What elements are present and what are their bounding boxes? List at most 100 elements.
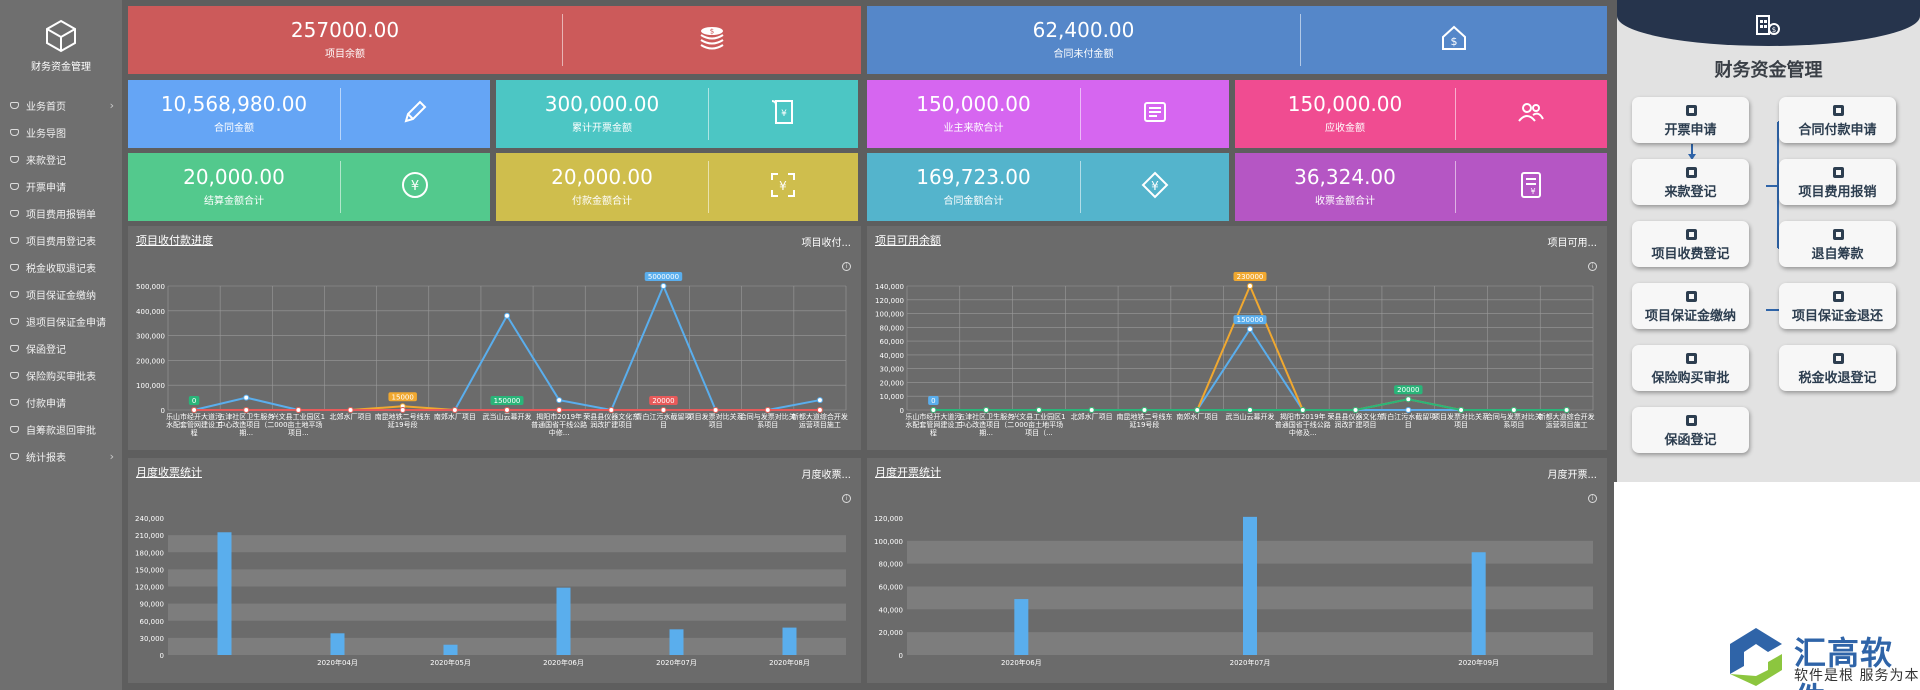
flow-node-button[interactable]: 合同付款申请 [1779,97,1896,143]
panel-more[interactable]: 月度开票... [1547,470,1597,481]
data-point[interactable] [347,407,354,413]
flow-node-label: 开票申请 [1664,123,1717,138]
kpi-card[interactable]: 20,000.00 结算金额合计 ¥ [128,153,490,221]
data-point[interactable] [1510,407,1517,413]
data-point[interactable] [1247,407,1253,413]
flow-node-button[interactable]: 项目费用报销 [1779,159,1896,205]
data-point[interactable] [295,407,302,413]
sidebar-item[interactable]: 保函登记 [0,335,122,362]
data-point[interactable] [243,394,250,401]
bar[interactable] [217,532,232,655]
data-point[interactable] [243,407,250,413]
sidebar-item[interactable]: 来款登记 [0,146,122,173]
bar[interactable] [1471,552,1486,655]
flow-node-button[interactable]: 开票申请 [1632,97,1749,143]
sidebar-item[interactable]: 业务首页 › [0,92,122,119]
data-point[interactable] [191,407,198,413]
panel-more[interactable]: 月度收票... [801,470,851,481]
kpi-card[interactable]: 169,723.00 合同金额合计 ¥ [867,153,1229,221]
svg-text:¥: ¥ [779,179,787,193]
data-point[interactable] [930,407,937,413]
data-point[interactable] [1247,283,1253,289]
data-point[interactable] [504,407,510,413]
flow-node-button[interactable]: 退自筹款 [1779,221,1896,267]
sidebar-item[interactable]: 保险购买审批表 [0,362,122,389]
sidebar-item[interactable]: 统计报表 › [0,443,122,470]
flow-node-button[interactable]: 保险购买审批 [1632,345,1749,391]
flow-node-button[interactable]: 来款登记 [1632,159,1749,205]
panel-title[interactable]: 月度收票统计 [136,466,202,479]
kpi-card[interactable]: 10,568,980.00 合同金额 [128,80,490,148]
panel-more[interactable]: 项目可用... [1547,238,1597,249]
kpi-card[interactable]: 62,400.00 合同未付金额 $ [867,6,1607,74]
data-point[interactable] [504,312,510,319]
bar[interactable] [1014,599,1029,655]
data-point[interactable] [556,407,563,413]
data-point[interactable] [1405,407,1412,413]
flow-node-button[interactable]: 项目保证金缴纳 [1632,283,1749,329]
kpi-divider [340,88,341,140]
y-tick-label: 20,000 [879,629,904,637]
sidebar-item[interactable]: 项目费用登记表 [0,227,122,254]
data-point[interactable] [1194,407,1201,413]
bar[interactable] [782,627,797,655]
data-point[interactable] [816,397,823,404]
data-point[interactable] [451,407,458,413]
data-point[interactable] [764,407,771,413]
data-point[interactable] [399,407,406,413]
data-point[interactable] [660,407,667,413]
panel-title[interactable]: 月度开票统计 [875,466,941,479]
data-point[interactable] [1458,407,1465,413]
flow-title: 财务资金管理 [1714,60,1823,81]
sidebar-item[interactable]: 开票申请 [0,173,122,200]
kpi-card[interactable]: 300,000.00 累计开票金额 ¥ [496,80,858,148]
data-point[interactable] [816,407,823,413]
flow-node-label: 项目保证金缴纳 [1644,309,1736,324]
panel-title[interactable]: 项目可用余额 [875,234,941,247]
bar[interactable] [1243,516,1257,655]
sidebar-item-label: 退项目保证金申请 [26,318,106,329]
flow-node-button[interactable]: 保函登记 [1632,407,1749,453]
info-icon[interactable]: i [842,262,851,271]
sidebar-item[interactable]: 项目保证金缴纳 [0,281,122,308]
data-point[interactable] [608,407,615,413]
data-point[interactable] [660,283,667,289]
data-point[interactable] [1563,407,1570,413]
bar[interactable] [669,629,684,655]
kpi-card[interactable]: 150,000.00 应收金额 [1235,80,1607,148]
flow-node-label: 税金收退登记 [1798,371,1877,386]
data-point[interactable] [1299,407,1306,413]
panel-more[interactable]: 项目收付... [801,238,851,249]
kpi-card[interactable]: 36,324.00 收票金额合计 ¥ [1235,153,1607,221]
sidebar-item[interactable]: 税金收取退记表 [0,254,122,281]
data-label-bg [649,396,678,405]
bar[interactable] [443,644,458,655]
kpi-card[interactable]: 257000.00 项目余额 $ [128,6,861,74]
data-point[interactable] [983,407,990,413]
sidebar-item[interactable]: 业务导图 [0,119,122,146]
kpi-card[interactable]: 150,000.00 业主来款合计 [867,80,1229,148]
flow-node-button[interactable]: 项目保证金退还 [1779,283,1896,329]
info-icon[interactable]: i [1588,262,1597,271]
bar[interactable] [330,633,345,655]
data-point[interactable] [1405,396,1412,403]
data-point[interactable] [1088,407,1095,413]
data-point[interactable] [1035,407,1042,413]
kpi-card[interactable]: 20,000.00 付款金额合计 ¥ [496,153,858,221]
sidebar-item[interactable]: 项目费用报销单 [0,200,122,227]
panel-title[interactable]: 项目收付款进度 [136,234,213,247]
sidebar-item[interactable]: 自筹款退回审批 [0,416,122,443]
data-point[interactable] [1247,326,1253,333]
info-icon[interactable]: i [1588,494,1597,503]
panel-project-progress: 项目收付款进度 项目收付... i 0 100,000 200,000 300,000… [128,226,861,450]
data-point[interactable] [1141,407,1148,413]
sidebar-item[interactable]: 退项目保证金申请 [0,308,122,335]
data-point[interactable] [1352,407,1359,413]
data-point[interactable] [712,407,719,413]
flow-node-button[interactable]: 项目收费登记 [1632,221,1749,267]
sidebar-item[interactable]: 付款申请 [0,389,122,416]
bar[interactable] [556,587,571,655]
data-point[interactable] [556,397,563,404]
flow-node-button[interactable]: 税金收退登记 [1779,345,1896,391]
info-icon[interactable]: i [842,494,851,503]
